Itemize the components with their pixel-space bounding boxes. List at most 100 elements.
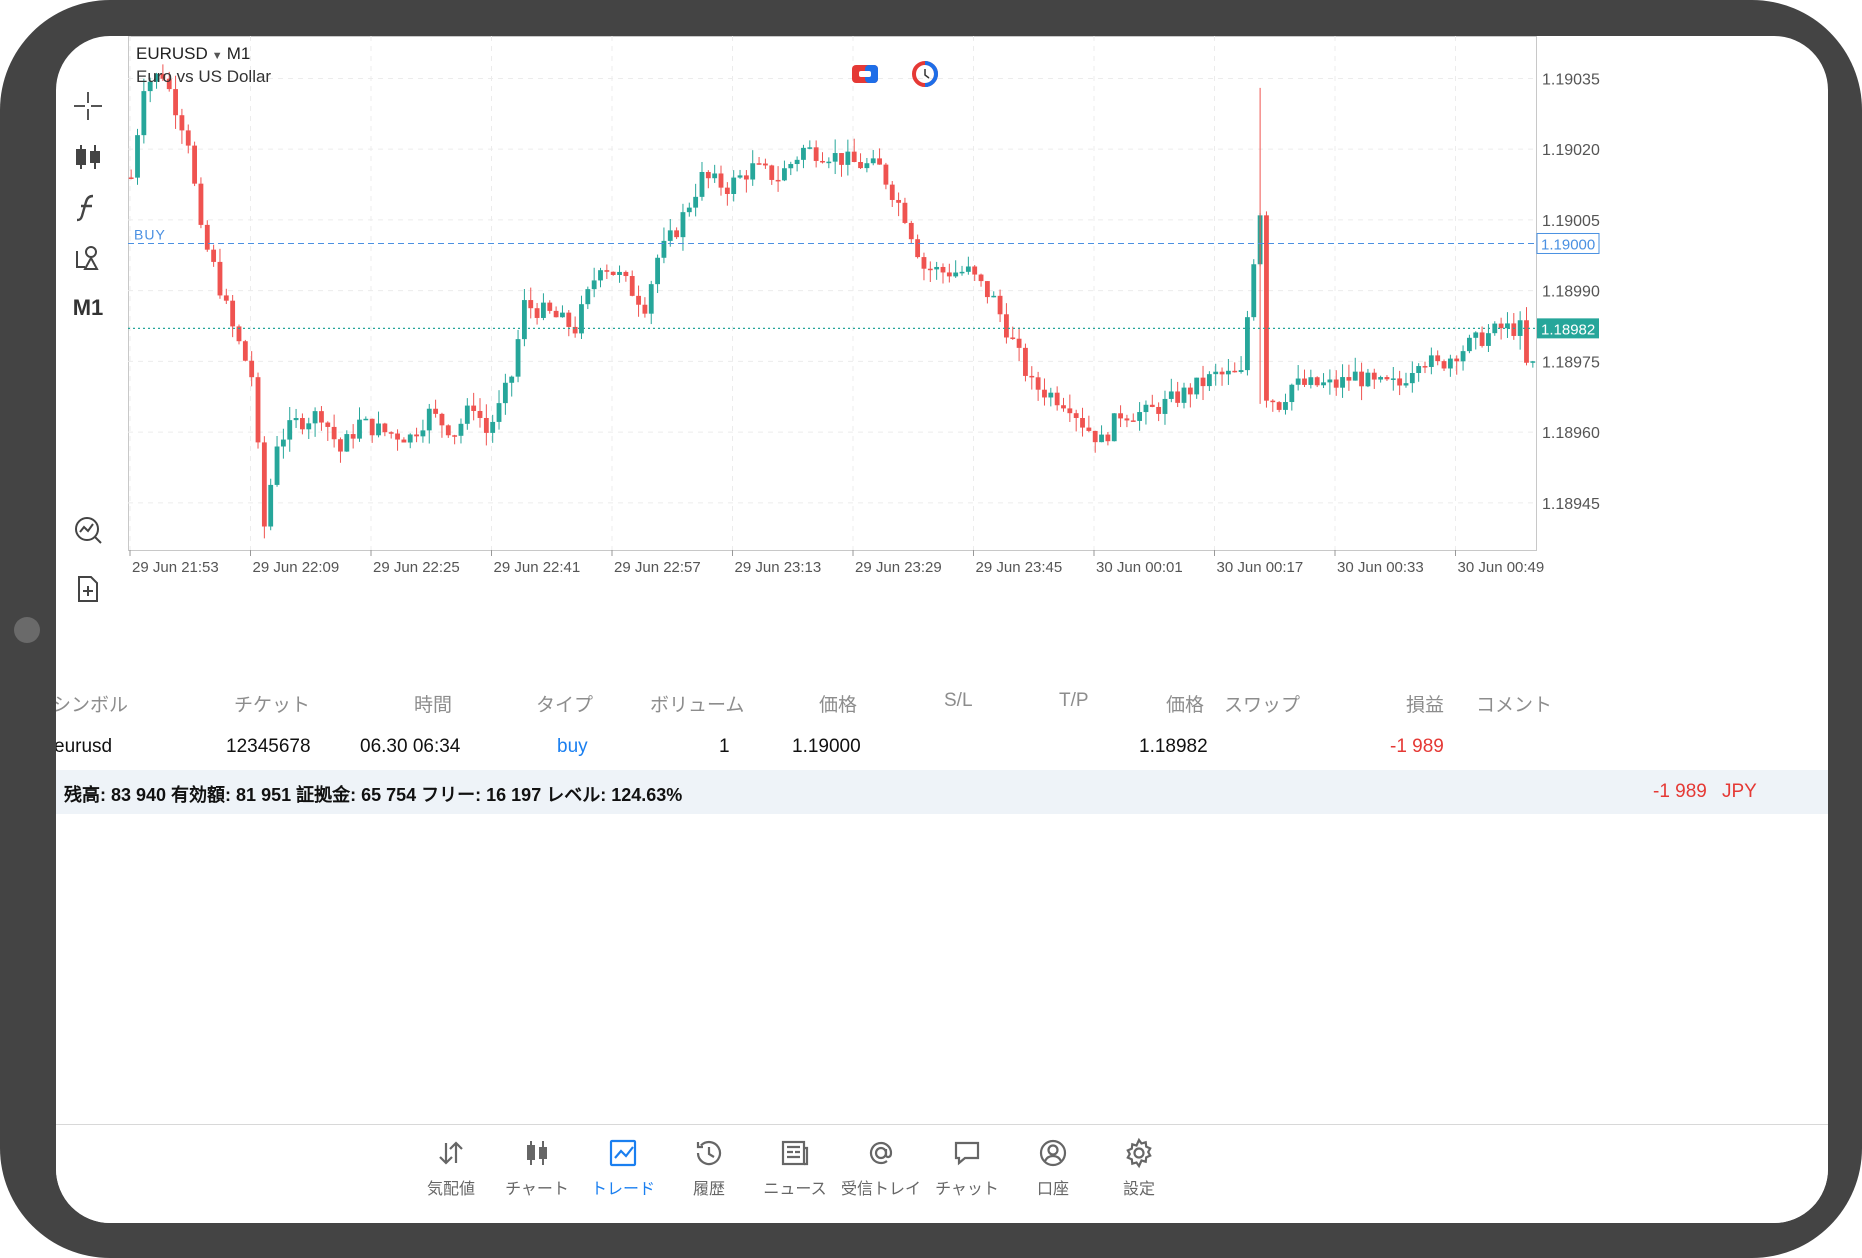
news-icon [781,1140,809,1166]
candle-body [648,284,654,314]
candle-body [1441,361,1447,369]
candle-body [560,312,565,318]
price-chart[interactable]: 1.19035 1.19020 1.19005 1.18990 1.18975 1.189… [128,36,1828,686]
candle-body [820,160,825,163]
crosshair-icon[interactable] [68,86,108,126]
indicator-f-icon[interactable] [68,188,108,228]
candle-body [1092,430,1098,443]
candle-body [1422,366,1428,368]
candle-body [553,310,559,318]
candle-body [509,376,515,383]
candle-body [1048,392,1054,398]
symbol-name: EURUSD [136,44,208,63]
candle-body [477,410,483,418]
chart-grid [128,36,1537,556]
candle-body [160,73,166,79]
candle-body [1276,402,1282,410]
candle-body [502,382,508,404]
candle-body [655,257,660,285]
nav-trade[interactable]: トレード [573,1125,673,1223]
candle-body [1200,377,1206,387]
candle-body [306,423,312,430]
candle-body [1498,323,1504,329]
candle-body [268,484,274,527]
nav-account[interactable]: 口座 [1003,1125,1103,1223]
row-open-price: 1.19000 [792,736,861,757]
row-time: 06.30 06:34 [360,736,461,757]
candle-body [870,158,876,164]
candle-body [991,295,997,298]
objects-icon[interactable] [68,238,108,278]
candle-body [699,171,705,197]
candle-body [610,271,616,275]
candle-body [585,289,591,305]
device-camera-dot [14,617,40,643]
candle-body [1099,434,1104,443]
nav-label-settings: 設定 [1122,1181,1155,1198]
timeframe-button[interactable]: M1 [72,295,104,320]
candle-body [807,147,813,149]
candle-body [997,295,1003,315]
symbol-header[interactable]: EURUSD ▼ M1 [136,44,250,64]
nav-history[interactable]: 履歴 [659,1125,759,1223]
time-label: 29 Jun 23:45 [976,559,1063,576]
candle-body [439,413,445,426]
nav-news[interactable]: ニュース [745,1125,845,1223]
candle-body [388,432,394,434]
candle-body [794,159,800,165]
candlestick-chart[interactable]: 1.19035 1.19020 1.19005 1.18990 1.18975 1.189… [128,36,1828,686]
chart-candles-icon [527,1141,547,1165]
candle-body [1073,413,1079,419]
candle-body [452,435,458,437]
candle-body [1289,384,1295,403]
candle-body [1004,314,1009,338]
one-click-trading-icon [852,65,878,83]
candle-body [896,199,902,203]
candle-body [693,196,699,208]
candle-body [395,433,400,440]
row-current-price: 1.18982 [1139,736,1208,757]
candle-body [1517,320,1523,336]
candle-body [242,341,248,361]
candle-body [350,434,356,439]
candle-body [1118,413,1123,419]
price-label: 1.18990 [1542,284,1600,301]
candle-body [724,187,730,194]
candle-body [908,222,914,240]
candle-body [743,175,749,180]
candle-body [1162,398,1168,414]
candle-body [1365,372,1371,387]
col-header-profit: 損益 [1406,695,1445,716]
candle-body [236,326,242,342]
candle-body [1409,373,1415,384]
candle-body [661,240,667,258]
nav-chart[interactable]: チャート [487,1125,587,1223]
candlestick-icon[interactable] [68,137,108,177]
nav-chat[interactable]: チャット [917,1125,1017,1223]
candle-body [363,418,369,421]
candle-body [1283,402,1288,410]
candle-body [883,164,889,185]
price-label: 1.18960 [1542,425,1600,442]
trade-chart-icon[interactable] [68,510,108,550]
nav-inbox[interactable]: 受信トレイ [831,1125,931,1223]
candle-body [1086,427,1092,431]
candle-body [338,439,343,452]
candle-body [1454,358,1460,362]
nav-settings[interactable]: 設定 [1089,1125,1189,1223]
candle-body [864,163,870,169]
candle-body [832,153,838,162]
nav-label-chart: チャート [505,1181,569,1198]
candle-body [858,161,863,169]
nav-quotes[interactable]: 気配値 [401,1125,501,1223]
candle-body [217,261,223,296]
candle-body [769,165,775,180]
candle-body [598,270,603,281]
candle-body [1023,347,1028,376]
candle-body [629,276,635,296]
candle-body [826,161,832,164]
col-header-volume: ボリューム [650,695,745,716]
row-profit: -1 989 [1390,736,1444,757]
new-order-icon[interactable] [68,569,108,609]
candle-body [230,300,236,327]
